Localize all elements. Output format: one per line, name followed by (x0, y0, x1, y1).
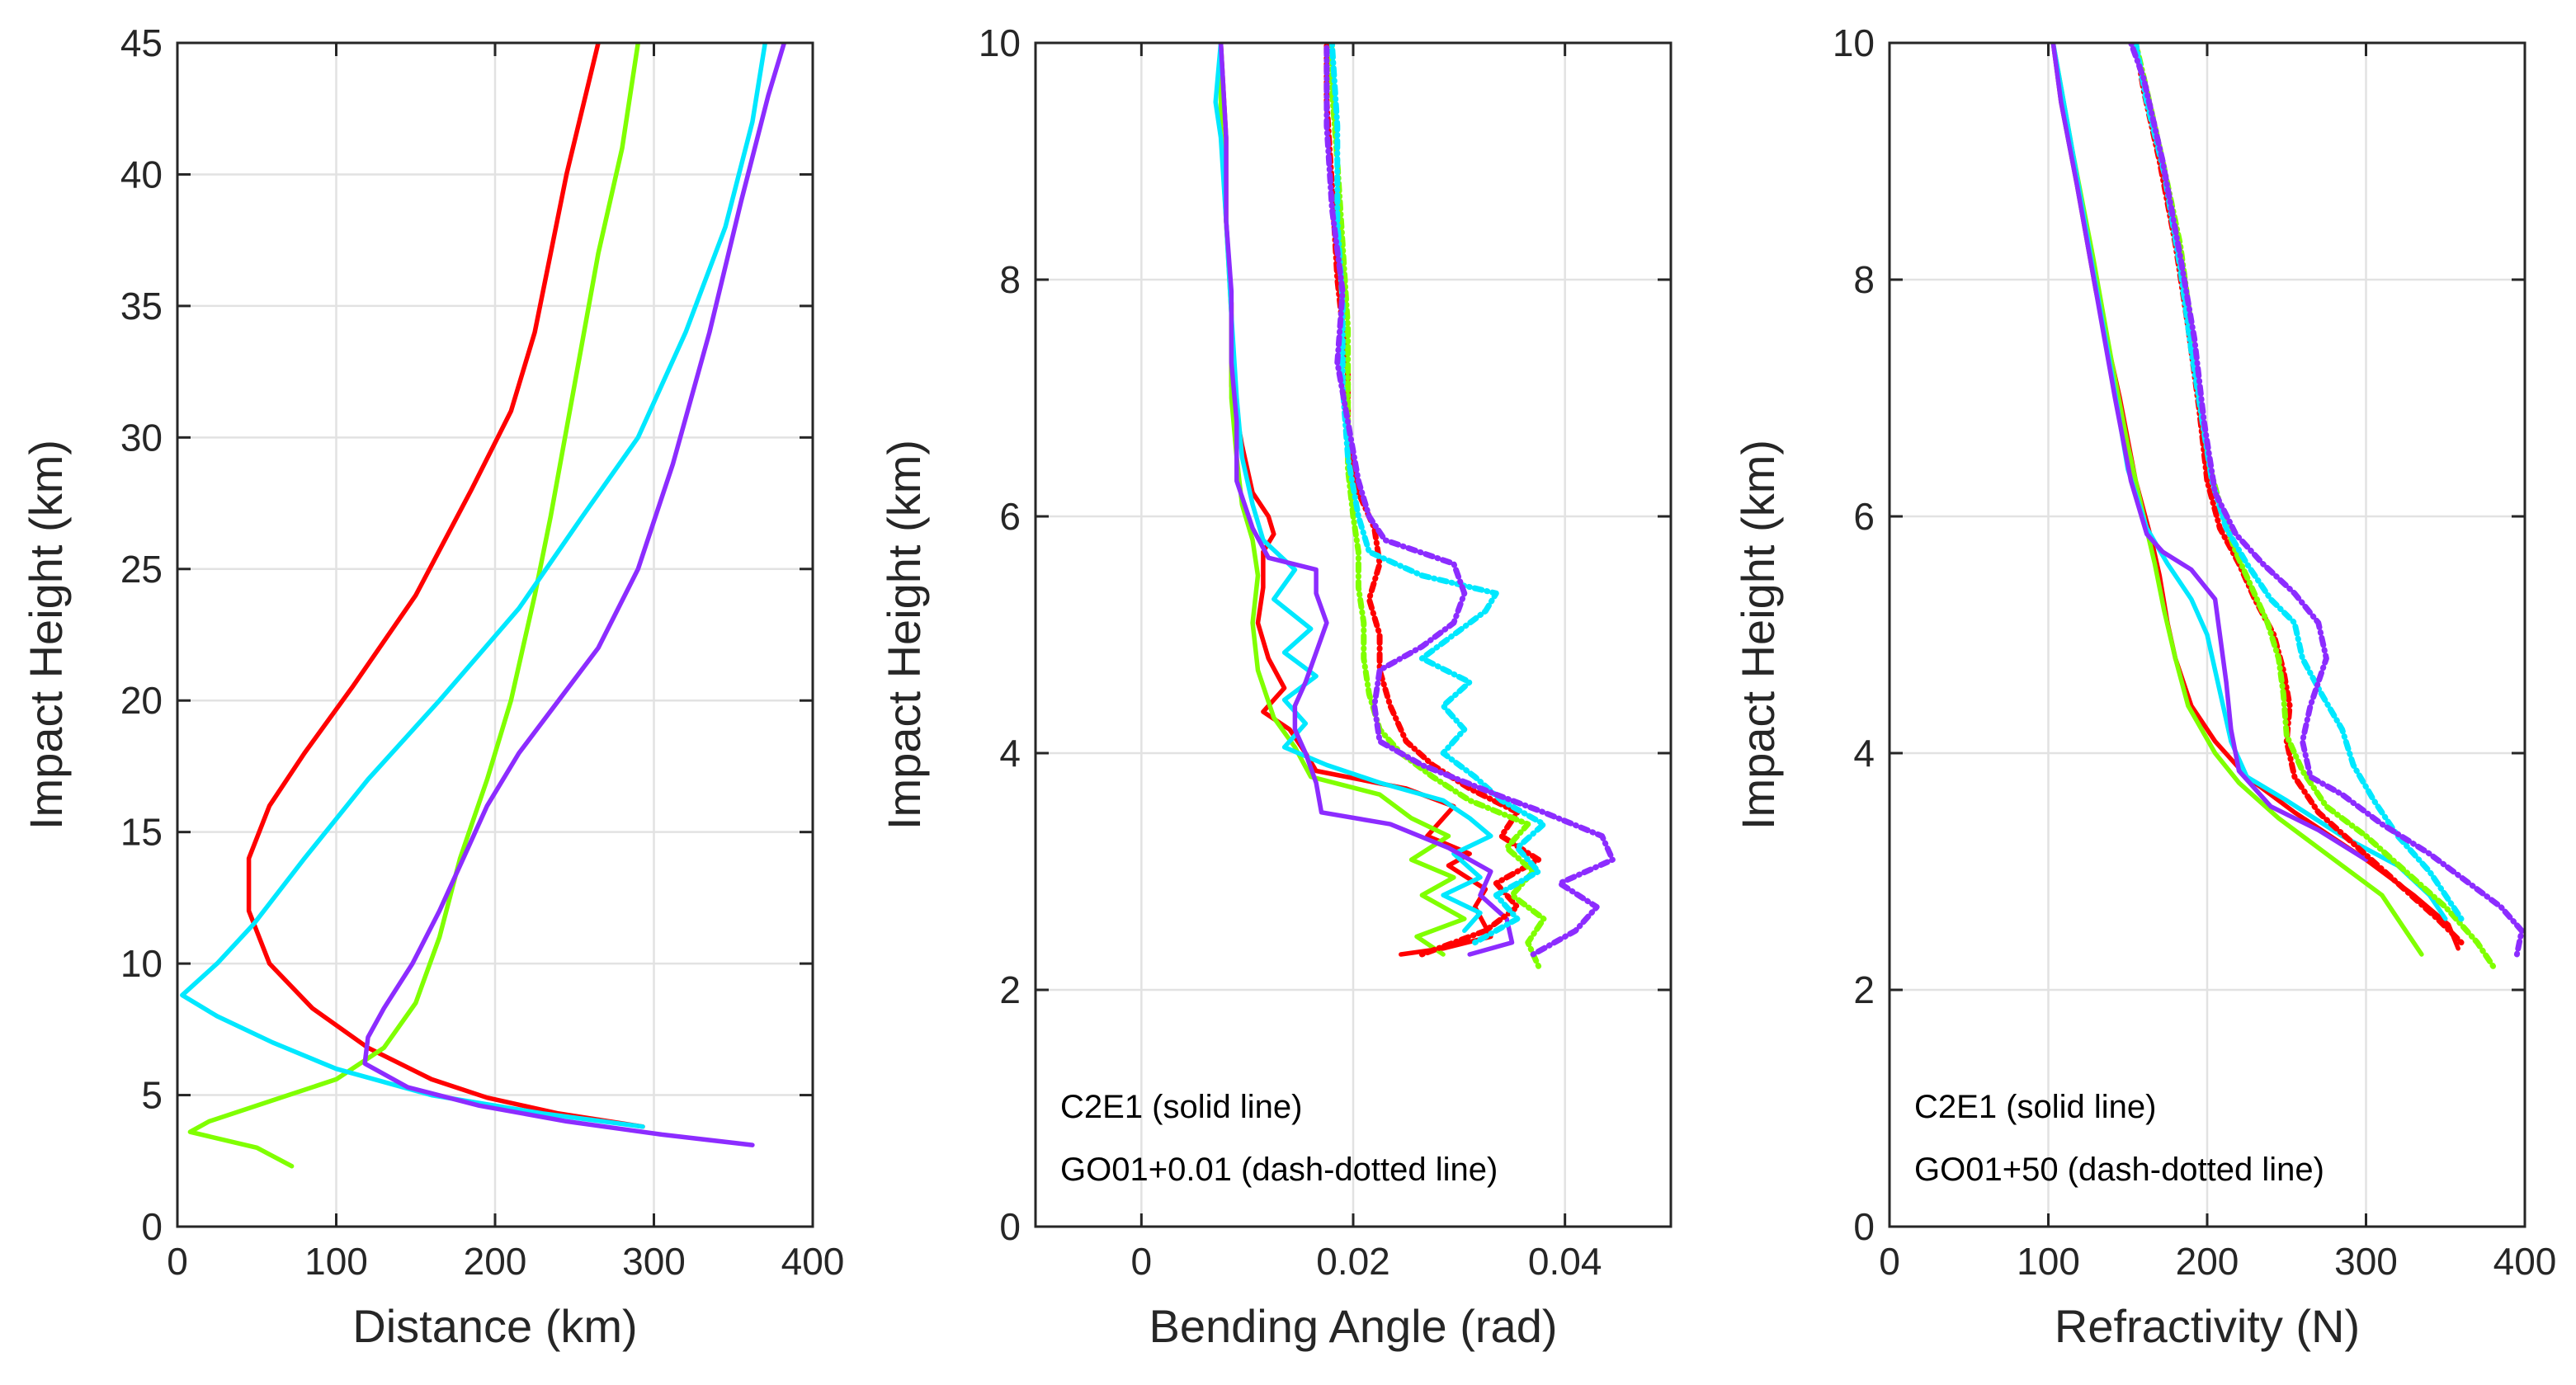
y-tick-label: 8 (999, 258, 1021, 301)
x-tick-label: 400 (781, 1240, 845, 1283)
y-tick-label: 40 (120, 153, 163, 196)
x-tick-label: 100 (304, 1240, 368, 1283)
annotation-text: C2E1 (solid line) (1914, 1089, 2156, 1125)
y-tick-label: 10 (979, 21, 1021, 64)
y-tick-label: 20 (120, 679, 163, 722)
x-tick-label: 0.04 (1528, 1240, 1602, 1283)
y-tick-label: 10 (1833, 21, 1875, 64)
x-tick-label: 0.02 (1316, 1240, 1390, 1283)
y-tick-label: 4 (999, 732, 1021, 775)
annotation-text: C2E1 (solid line) (1060, 1089, 1302, 1125)
y-axis-label: Impact Height (km) (878, 440, 930, 830)
annotation-text: GO01+0.01 (dash-dotted line) (1060, 1152, 1498, 1188)
series-line-2 (187, 43, 641, 1169)
x-tick-label: 400 (2493, 1240, 2557, 1283)
y-tick-label: 5 (141, 1074, 163, 1117)
y-axis-label: Impact Height (km) (1732, 440, 1784, 830)
series-line-1 (246, 43, 645, 1129)
y-tick-label: 25 (120, 548, 163, 591)
y-tick-label: 0 (141, 1205, 163, 1248)
x-tick-label: 0 (1131, 1240, 1153, 1283)
annotation-text: GO01+50 (dash-dotted line) (1914, 1152, 2324, 1188)
y-tick-label: 45 (120, 21, 163, 64)
plot-area (1213, 43, 1616, 969)
series-line-3 (2050, 43, 2448, 921)
x-axis-label: Distance (km) (352, 1300, 637, 1352)
y-tick-label: 10 (120, 942, 163, 985)
series-line-4 (362, 43, 787, 1147)
series-line-1 (2050, 43, 2460, 951)
y-tick-label: 2 (1853, 968, 1875, 1011)
x-tick-label: 200 (464, 1240, 527, 1283)
x-tick-label: 100 (2017, 1240, 2080, 1283)
y-tick-label: 8 (1853, 258, 1875, 301)
series-line-8 (1323, 43, 1616, 958)
chart-panel-1: 0 100 200 300 400 0 5 10 15 20 25 30 35 40 45 Distance … (20, 21, 844, 1352)
plot-area (180, 43, 787, 1169)
series-line-8 (2128, 43, 2525, 958)
y-tick-label: 2 (999, 968, 1021, 1011)
y-tick-label: 35 (120, 285, 163, 327)
x-tick-label: 300 (2334, 1240, 2398, 1283)
chart-panel-2: 0 0.02 0.04 0 2 4 6 8 10 Bending Angle (rad) Impac… (878, 21, 1673, 1352)
y-tick-label: 6 (1853, 495, 1875, 538)
plot-area (2050, 43, 2525, 969)
x-tick-label: 0 (1879, 1240, 1900, 1283)
chart-panel-3: 0 100 200 300 400 0 2 4 6 8 10 Refractivity (N) Impa… (1732, 21, 2556, 1352)
x-axis-label: Refractivity (N) (2055, 1300, 2360, 1352)
y-axis-label: Impact Height (km) (20, 440, 72, 830)
x-tick-label: 200 (2176, 1240, 2239, 1283)
series-line-4 (2050, 43, 2369, 862)
x-tick-label: 300 (622, 1240, 686, 1283)
y-tick-label: 0 (999, 1205, 1021, 1248)
y-tick-label: 4 (1853, 732, 1875, 775)
y-tick-label: 0 (1853, 1205, 1875, 1248)
x-axis-label: Bending Angle (rad) (1149, 1300, 1557, 1352)
y-tick-label: 15 (120, 811, 163, 854)
series-line-4 (1218, 43, 1515, 957)
y-tick-label: 6 (999, 495, 1021, 538)
x-tick-label: 0 (167, 1240, 188, 1283)
y-tick-label: 30 (120, 416, 163, 459)
series-line-3 (180, 43, 768, 1129)
